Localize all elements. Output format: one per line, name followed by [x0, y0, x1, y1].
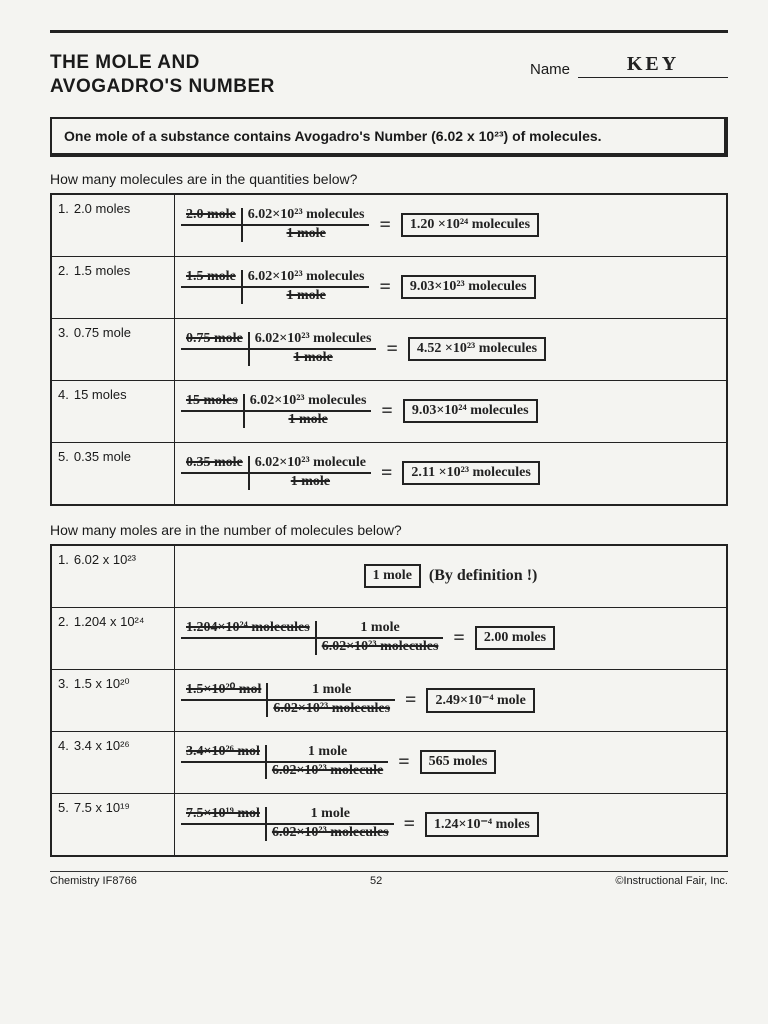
work-cell: 7.5×10¹⁹ mol 1 mole6.02×10²³ molecules=1… — [175, 793, 728, 856]
answer-box: 1.20 ×10²⁴ molecules — [401, 213, 539, 237]
table-row: 1.2.0 moles2.0 mole 6.02×10²³ molecules1… — [51, 194, 727, 257]
table-row: 2.1.204 x 10²⁴1.204×10²⁴ molecules 1 mol… — [51, 607, 727, 669]
answer-box: 565 moles — [420, 750, 497, 774]
question-cell: 3.1.5 x 10²⁰ — [51, 669, 175, 731]
page-footer: Chemistry IF8766 52 ©Instructional Fair,… — [50, 871, 728, 887]
name-label: Name — [530, 61, 570, 78]
answer-box: 9.03×10²³ molecules — [401, 275, 536, 299]
top-rule — [50, 30, 728, 33]
answer-box: 9.03×10²⁴ molecules — [403, 399, 538, 423]
question-cell: 3.0.75 mole — [51, 318, 175, 380]
table-row: 5.0.35 mole0.35 mole 6.02×10²³ molecule1… — [51, 442, 727, 505]
work-cell: 15 moles 6.02×10²³ molecules1 mole=9.03×… — [175, 380, 728, 442]
question-cell: 4.3.4 x 10²⁶ — [51, 731, 175, 793]
question-cell: 1.6.02 x 10²³ — [51, 545, 175, 608]
title-line-2: AVOGADRO'S NUMBER — [50, 76, 275, 97]
name-value: KEY — [578, 53, 728, 78]
table-row: 4.3.4 x 10²⁶3.4×10²⁶ mol 1 mole6.02×10²³… — [51, 731, 727, 793]
footer-left: Chemistry IF8766 — [50, 875, 137, 887]
table-row: 3.0.75 mole0.75 mole 6.02×10²³ molecules… — [51, 318, 727, 380]
section1-question: How many molecules are in the quantities… — [50, 171, 728, 187]
answer-box: 4.52 ×10²³ molecules — [408, 337, 546, 361]
work-cell: 2.0 mole 6.02×10²³ molecules1 mole=1.20 … — [175, 194, 728, 257]
question-cell: 4.15 moles — [51, 380, 175, 442]
footer-right: ©Instructional Fair, Inc. — [615, 875, 728, 887]
header: THE MOLE AND AVOGADRO'S NUMBER Name KEY — [50, 51, 728, 99]
table-row: 3.1.5 x 10²⁰1.5×10²⁰ mol 1 mole6.02×10²³… — [51, 669, 727, 731]
footer-page-number: 52 — [370, 875, 382, 887]
section2-question: How many moles are in the number of mole… — [50, 522, 728, 538]
work-cell: 1.5 mole 6.02×10²³ molecules1 mole=9.03×… — [175, 256, 728, 318]
question-cell: 5.0.35 mole — [51, 442, 175, 505]
work-cell: 0.75 mole 6.02×10²³ molecules1 mole=4.52… — [175, 318, 728, 380]
answer-box: 2.11 ×10²³ molecules — [402, 461, 539, 485]
question-cell: 5.7.5 x 10¹⁹ — [51, 793, 175, 856]
answer-box: 1.24×10⁻⁴ moles — [425, 812, 539, 837]
question-cell: 1.2.0 moles — [51, 194, 175, 257]
title-line-1: THE MOLE AND — [50, 52, 200, 73]
section1-table: 1.2.0 moles2.0 mole 6.02×10²³ molecules1… — [50, 193, 728, 506]
work-cell: 1 mole(By definition !) — [175, 545, 728, 608]
question-cell: 2.1.5 moles — [51, 256, 175, 318]
worksheet-title: THE MOLE AND AVOGADRO'S NUMBER — [50, 51, 275, 99]
work-cell: 3.4×10²⁶ mol 1 mole6.02×10²³ molecule=56… — [175, 731, 728, 793]
work-cell: 1.204×10²⁴ molecules 1 mole6.02×10²³ mol… — [175, 607, 728, 669]
info-box: One mole of a substance contains Avogadr… — [50, 117, 728, 157]
question-cell: 2.1.204 x 10²⁴ — [51, 607, 175, 669]
answer-box: 2.00 moles — [475, 626, 555, 650]
name-field: Name KEY — [530, 53, 728, 78]
section2-table: 1.6.02 x 10²³1 mole(By definition !)2.1.… — [50, 544, 728, 857]
table-row: 2.1.5 moles1.5 mole 6.02×10²³ molecules1… — [51, 256, 727, 318]
work-cell: 1.5×10²⁰ mol 1 mole6.02×10²³ molecules=2… — [175, 669, 728, 731]
answer-box: 2.49×10⁻⁴ mole — [426, 688, 534, 713]
answer-box: 1 mole — [364, 564, 421, 588]
table-row: 4.15 moles15 moles 6.02×10²³ molecules1 … — [51, 380, 727, 442]
table-row: 1.6.02 x 10²³1 mole(By definition !) — [51, 545, 727, 608]
table-row: 5.7.5 x 10¹⁹7.5×10¹⁹ mol 1 mole6.02×10²³… — [51, 793, 727, 856]
work-cell: 0.35 mole 6.02×10²³ molecule1 mole=2.11 … — [175, 442, 728, 505]
